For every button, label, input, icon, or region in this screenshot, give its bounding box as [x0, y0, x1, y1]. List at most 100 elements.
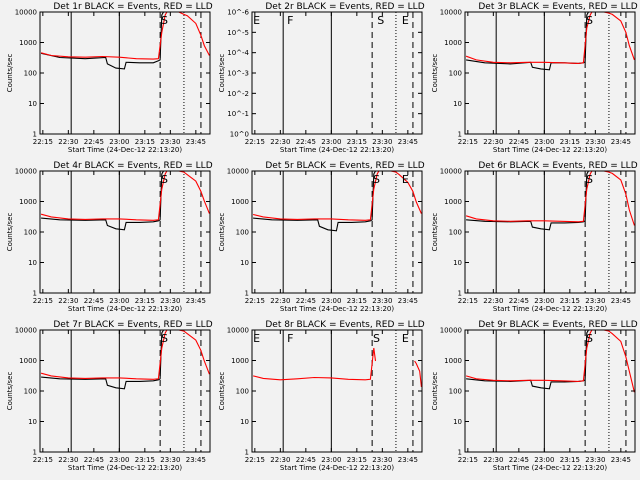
y-tick-label: 10000 — [227, 327, 249, 335]
chart-title: Det 4r BLACK = Events, RED = LLD — [53, 161, 212, 171]
x-tick-label: 23:15 — [347, 138, 367, 146]
event-marker: E — [253, 14, 260, 27]
x-axis-label: Start Time (24-Dec-12 22:13:20) — [280, 146, 394, 154]
event-marker: S — [586, 14, 593, 27]
y-tick-label: 1000 — [19, 357, 37, 365]
x-tick-label: 22:15 — [33, 297, 53, 305]
x-tick-label: 23:00 — [321, 297, 341, 305]
x-tick-label: 23:00 — [321, 138, 341, 146]
series-line-lld — [465, 171, 635, 226]
x-tick-label: 22:15 — [245, 297, 265, 305]
x-tick-label: 23:15 — [347, 297, 367, 305]
y-tick-label: 10^-4 — [227, 49, 249, 57]
y-tick-label: 10 — [28, 259, 37, 267]
y-tick-label: 100 — [24, 229, 37, 237]
x-tick-label: 22:45 — [509, 456, 529, 464]
y-tick-label: 10^0 — [230, 131, 249, 139]
event-marker: S — [586, 332, 593, 345]
series-line-lld — [465, 330, 635, 393]
y-tick-label: 10 — [240, 418, 249, 426]
y-tick-label: 1 — [458, 290, 462, 298]
plot-frame — [464, 329, 636, 453]
series-line-lld — [252, 171, 422, 221]
x-tick-label: 22:15 — [33, 456, 53, 464]
y-tick-label: 10000 — [440, 168, 462, 176]
x-tick-label: 23:15 — [135, 297, 155, 305]
x-axis-label: Start Time (24-Dec-12 22:13:20) — [280, 305, 394, 313]
y-tick-label: 100 — [236, 229, 249, 237]
y-tick-label: 1000 — [231, 357, 249, 365]
y-tick-label: 10^-1 — [227, 110, 249, 118]
plot-frame — [251, 11, 423, 135]
event-marker: E — [253, 332, 260, 345]
y-tick-label: 10000 — [440, 327, 462, 335]
detector-chart-5: Det 5r BLACK = Events, RED = LLD S E 1 10 100… — [218, 161, 425, 313]
chart-title: Det 8r BLACK = Events, RED = LLD — [265, 320, 424, 330]
x-tick-label: 23:30 — [585, 297, 605, 305]
x-tick-label: 23:45 — [611, 456, 631, 464]
x-tick-label: 22:15 — [33, 138, 53, 146]
event-marker: S — [373, 332, 380, 345]
series-line-events — [41, 171, 167, 231]
plot-frame — [464, 11, 636, 135]
series-line-lld — [40, 12, 210, 60]
series-line-lld — [465, 12, 635, 64]
x-tick-label: 22:30 — [58, 297, 78, 305]
event-marker: E — [402, 173, 409, 186]
x-tick-label: 23:45 — [186, 456, 206, 464]
y-tick-label: 100 — [236, 388, 249, 396]
x-tick-label: 23:45 — [611, 297, 631, 305]
x-axis-label: Start Time (24-Dec-12 22:13:20) — [493, 464, 607, 472]
x-tick-label: 23:00 — [109, 138, 129, 146]
y-axis-label: Counts/sec — [431, 372, 439, 411]
plot-frame — [464, 170, 636, 294]
x-tick-label: 22:30 — [270, 297, 290, 305]
event-marker: S — [161, 14, 168, 27]
y-tick-label: 10 — [453, 418, 462, 426]
y-axis-label: Counts/sec — [6, 372, 14, 411]
event-marker: S — [377, 14, 384, 27]
event-marker: S — [373, 173, 380, 186]
y-axis-label: Counts/sec — [6, 54, 14, 93]
y-tick-label: 10^-3 — [227, 70, 249, 78]
y-axis-label: Counts/sec — [218, 54, 226, 93]
series-line-lld — [40, 171, 210, 221]
y-tick-label: 10000 — [227, 168, 249, 176]
y-tick-label: 1000 — [19, 198, 37, 206]
series-line-lld — [414, 360, 422, 387]
y-tick-label: 100 — [449, 388, 462, 396]
x-tick-label: 23:30 — [372, 138, 392, 146]
y-tick-label: 100 — [24, 388, 37, 396]
x-tick-label: 22:30 — [58, 138, 78, 146]
event-marker: E — [402, 14, 409, 27]
y-axis-label: Counts/sec — [6, 213, 14, 252]
detector-chart-7: Det 7r BLACK = Events, RED = LLD S 1 10 100 1… — [6, 320, 213, 472]
x-axis-label: Start Time (24-Dec-12 22:13:20) — [493, 146, 607, 154]
x-axis-label: Start Time (24-Dec-12 22:13:20) — [280, 464, 394, 472]
x-tick-label: 23:45 — [186, 138, 206, 146]
x-tick-label: 23:45 — [186, 297, 206, 305]
y-tick-label: 1 — [458, 449, 462, 457]
plot-frame — [39, 329, 211, 453]
x-tick-label: 23:00 — [534, 297, 554, 305]
x-tick-label: 22:15 — [458, 138, 478, 146]
x-tick-label: 22:45 — [296, 297, 316, 305]
plot-frame — [39, 170, 211, 294]
y-tick-label: 10 — [28, 418, 37, 426]
y-tick-label: 1 — [33, 290, 37, 298]
y-tick-label: 1 — [458, 131, 462, 139]
x-tick-label: 23:00 — [321, 456, 341, 464]
y-axis-label: Counts/sec — [431, 213, 439, 252]
x-tick-label: 23:30 — [160, 297, 180, 305]
y-tick-label: 10000 — [15, 9, 37, 17]
x-tick-label: 22:45 — [84, 456, 104, 464]
x-tick-label: 23:15 — [560, 138, 580, 146]
y-tick-label: 1000 — [444, 39, 462, 47]
event-marker: F — [287, 332, 293, 345]
x-tick-label: 22:45 — [296, 138, 316, 146]
x-axis-label: Start Time (24-Dec-12 22:13:20) — [493, 305, 607, 313]
x-tick-label: 23:45 — [611, 138, 631, 146]
y-axis-label: Counts/sec — [431, 54, 439, 93]
x-tick-label: 23:30 — [585, 138, 605, 146]
y-tick-label: 1 — [33, 131, 37, 139]
